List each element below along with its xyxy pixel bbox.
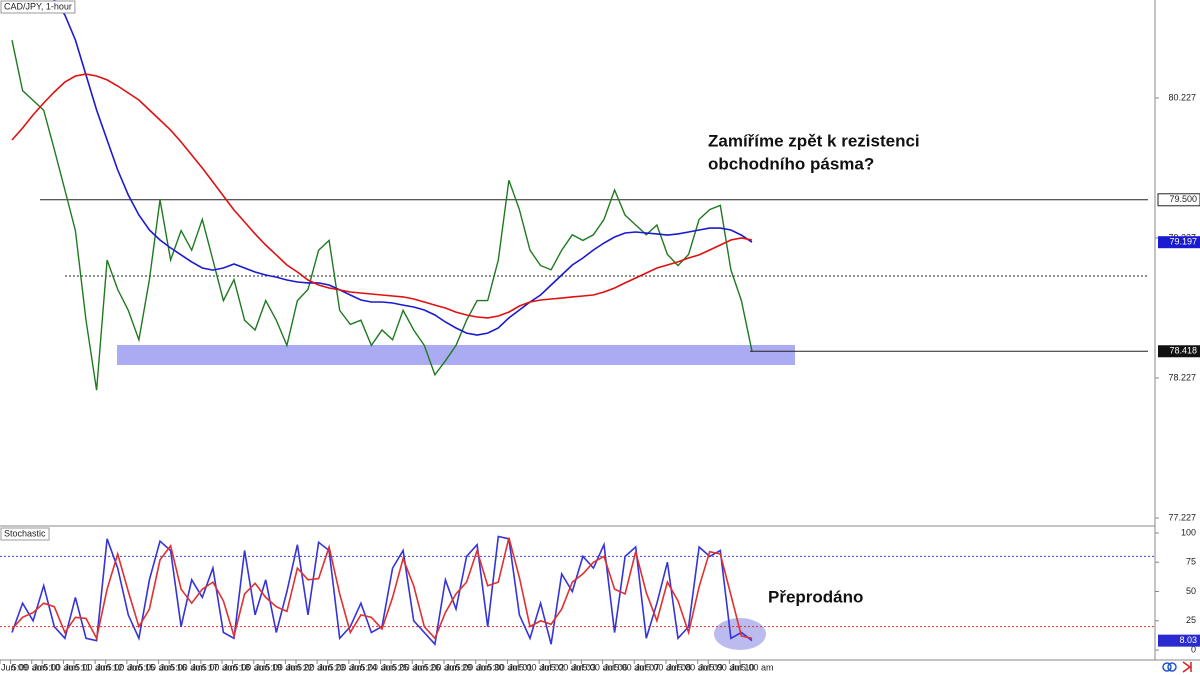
x-tick-label: Jul 07 <box>635 662 659 672</box>
plot-area <box>11 0 1148 391</box>
x-tick-label: Jun 15 <box>128 662 155 672</box>
x-tick-label: 5:00 am <box>456 662 489 672</box>
y-tick-label: 75 <box>1186 557 1196 567</box>
x-tick-label: 5:00 am <box>741 662 774 672</box>
x-tick-label: Jun 17 <box>191 662 218 672</box>
x-tick-label: 5:00 am <box>360 662 393 672</box>
x-tick-label: 5:00 am <box>709 662 742 672</box>
x-tick-label: Jun 16 <box>160 662 187 672</box>
x-tick-label: Jun 24 <box>350 662 377 672</box>
x-tick-label: Jul 01 <box>508 662 532 672</box>
x-tick-label: Jun 25 <box>382 662 409 672</box>
price-marker-label: 78.418 <box>1169 346 1197 356</box>
x-tick-label: Jun 11 <box>64 662 90 672</box>
x-tick-label: Jun 30 <box>477 662 504 672</box>
x-tick-label: Jul 09 <box>699 662 723 672</box>
y-tick-label: 25 <box>1186 615 1196 625</box>
series-line <box>11 73 753 319</box>
annotation: obchodního pásma? <box>708 154 874 173</box>
annotation: Přeprodáno <box>768 587 863 606</box>
price-marker <box>1158 236 1200 249</box>
price-marker-label: 79.197 <box>1169 237 1197 247</box>
x-tick-label: 5:00 am <box>170 662 203 672</box>
x-tick-label: 5:00 am <box>551 662 584 672</box>
toolbar-icons <box>1162 661 1192 673</box>
x-tick-label: 5:00 am <box>107 662 140 672</box>
x-tick-label: 5:00 am <box>75 662 108 672</box>
support-zone <box>117 344 795 365</box>
y-tick-label: 50 <box>1186 586 1196 596</box>
x-tick-label: 5:00 am <box>582 662 615 672</box>
panel-title: Stochastic <box>4 528 46 538</box>
x-tick-label: Jun 10 <box>33 662 60 672</box>
y-tick-label: 77.227 <box>1168 512 1196 522</box>
x-tick-label: 5:00 am <box>646 662 679 672</box>
x-tick-label: Jul 03 <box>572 662 596 672</box>
x-tick-label: Jul 02 <box>540 662 564 672</box>
price-marker <box>1157 193 1200 207</box>
price-marker-label: 79.500 <box>1169 194 1197 204</box>
x-tick-label: 5:00 am <box>297 662 330 672</box>
x-tick-label: 5:00 am <box>138 662 171 672</box>
x-tick-label: 5:00 am <box>392 662 425 672</box>
x-tick-label: 5:00 am <box>614 662 647 672</box>
x-tick-label: Jul 08 <box>667 662 691 672</box>
x-tick-label: 5:00 am <box>202 662 235 672</box>
panel-title-box <box>0 527 50 541</box>
x-tick-label: 5:00 am <box>424 662 457 672</box>
y-tick-label: 80.227 <box>1168 92 1196 102</box>
x-tick-label: 5:00 am <box>487 662 520 672</box>
plot-area <box>0 535 1155 646</box>
series-line <box>11 40 753 391</box>
x-tick-label: Jun 12 <box>96 662 123 672</box>
x-tick-label: 5:00 am <box>234 662 267 672</box>
price-marker-label: 8.03 <box>1179 635 1197 645</box>
x-tick-label: Jul 10 <box>730 662 754 672</box>
x-tick-label: 5:00 am <box>43 662 76 672</box>
panel-title: CAD/JPY, 1-hour <box>4 1 72 11</box>
x-tick-label: Jun 19 <box>255 662 282 672</box>
x-tick-label: 5:00 am <box>265 662 298 672</box>
x-tick-label: Jun 18 <box>223 662 250 672</box>
x-tick-label: 5:00 am <box>329 662 362 672</box>
x-tick-label: 5:00 am <box>12 662 45 672</box>
x-tick-label: 5:00 am <box>678 662 711 672</box>
x-tick-label: Jun 29 <box>445 662 472 672</box>
x-tick-label: Jun 23 <box>318 662 345 672</box>
series-line <box>11 537 753 641</box>
annotation: Zamíříme zpět k rezistenci <box>708 131 920 150</box>
x-tick-label: Jul 06 <box>604 662 628 672</box>
panel-title-box <box>0 0 76 14</box>
x-tick-label: Jun 22 <box>286 662 313 672</box>
y-tick-label: 100 <box>1181 527 1196 537</box>
y-tick-label: 78.227 <box>1168 372 1196 382</box>
price-marker <box>1158 634 1200 647</box>
x-tick-label: Jun 09 <box>1 662 28 672</box>
series-line <box>53 0 753 336</box>
x-tick-label: Jun 26 <box>413 662 440 672</box>
y-tick-label: 0 <box>1191 644 1196 654</box>
x-tick-label: 5:00 am <box>519 662 552 672</box>
price-marker <box>1158 345 1200 358</box>
